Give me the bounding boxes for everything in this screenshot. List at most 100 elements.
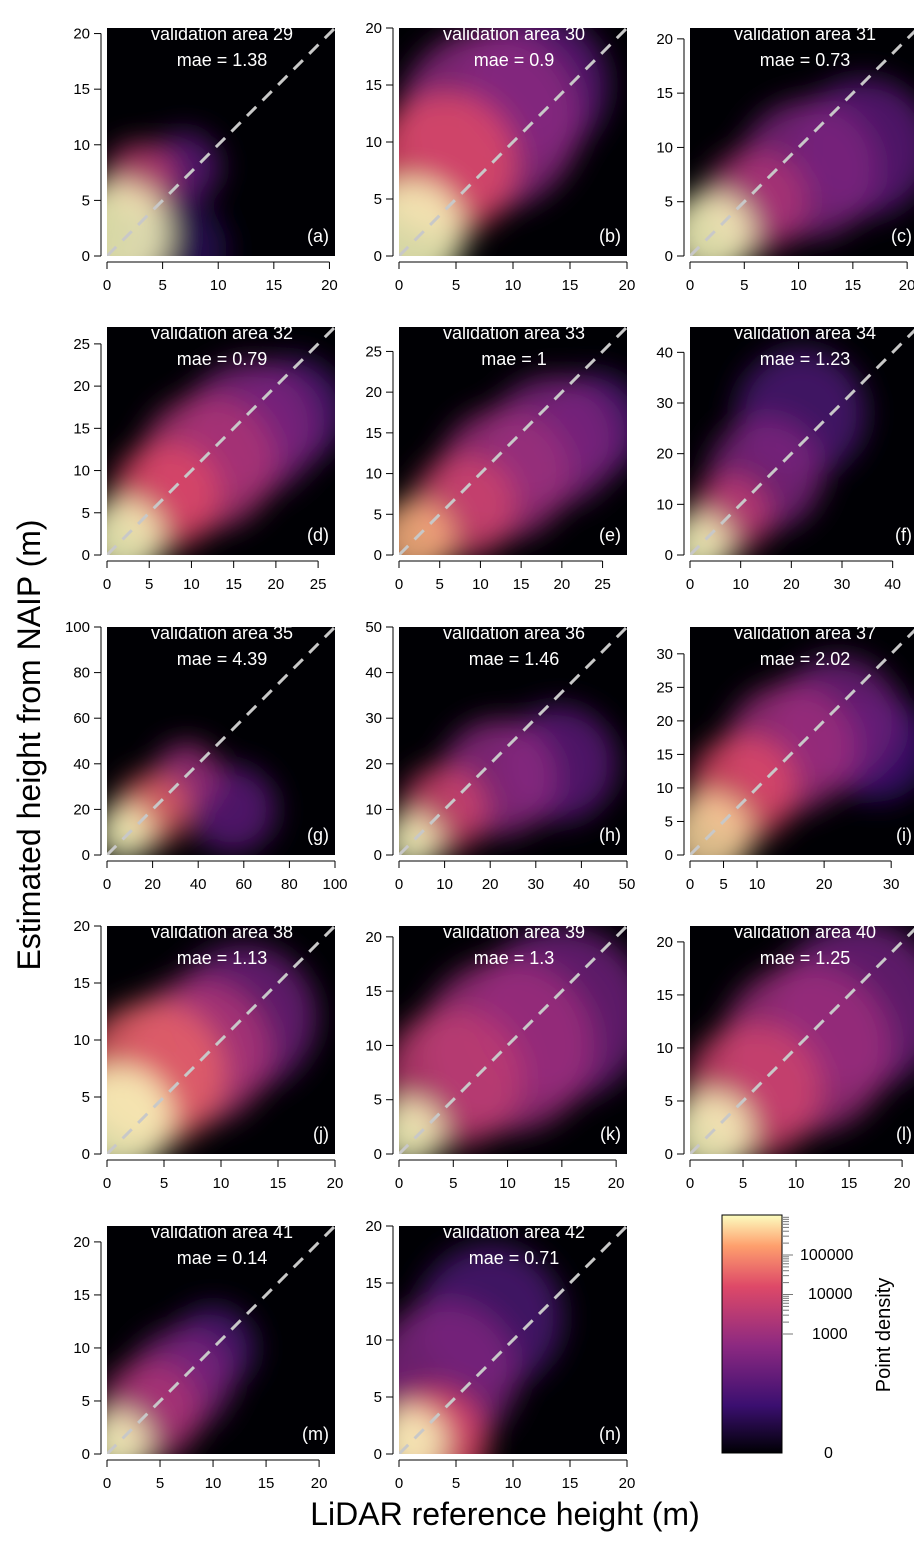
y-tick-label: 20 [73,801,90,818]
x-tick-label: 20 [311,1475,328,1492]
y-tick-label: 15 [656,987,673,1004]
y-tick-label: 20 [73,26,90,43]
x-tick-label: 20 [327,1175,344,1192]
x-tick-label: 20 [894,1175,911,1192]
y-tick-label: 5 [374,191,382,208]
y-tick-label: 25 [73,336,90,353]
density-blob [107,180,172,256]
x-tick-label: 5 [719,876,727,893]
x-tick-label: 5 [739,1175,747,1192]
x-tick-label: 5 [436,576,444,593]
panel-letter: (m) [302,1424,329,1444]
panel-letter: (h) [599,825,621,845]
reference-line [399,627,627,855]
x-tick-label: 5 [452,1475,460,1492]
panel-letter: (g) [307,825,329,845]
y-tick-label: 15 [365,77,382,94]
panel-title: validation area 41 [151,1222,293,1242]
y-tick-label: 10 [73,1032,90,1049]
x-tick-label: 5 [160,1175,168,1192]
y-tick-label: 10 [365,466,382,483]
x-tick-label: 15 [841,1175,858,1192]
x-tick-label: 5 [156,1475,164,1492]
x-tick-label: 15 [562,277,579,294]
density-plot [399,327,627,555]
colorbar: 100000 10000 1000 0 Point density [721,1214,895,1462]
mae-label: mae = 0.14 [177,1248,268,1268]
x-tick-label: 0 [395,876,403,893]
y-tick-label: 0 [374,1446,382,1463]
reference-line [107,327,335,555]
x-tick-label: 0 [686,277,694,294]
y-tick-label: 20 [656,446,673,463]
mae-label: mae = 4.39 [177,649,268,669]
x-tick-label: 30 [527,876,544,893]
y-tick-label: 10 [656,1040,673,1057]
x-axis: 0 5 10 15 20 25 [395,560,611,593]
y-tick-label: 25 [656,679,673,696]
y-tick-label: 10 [365,1037,382,1054]
x-tick-label: 20 [619,1475,636,1492]
y-tick-label: 20 [365,1218,382,1235]
x-tick-label: 5 [158,277,166,294]
y-axis: 0 20 40 60 80 100 [65,619,102,864]
x-axis: 0 5 10 20 30 [686,860,900,893]
x-tick-label: 20 [321,277,338,294]
density-blob [107,497,165,555]
y-tick-label: 10 [365,1332,382,1349]
panel-title: validation area 30 [443,24,585,44]
y-axis: 0 5 10 15 20 25 [73,336,102,564]
y-tick-label: 20 [365,756,382,773]
y-tick-label: 0 [82,248,90,265]
x-tick-label: 10 [213,1175,230,1192]
y-tick-label: 40 [73,756,90,773]
y-tick-label: 10 [365,134,382,151]
panel-n: 0 5 10 15 20 0 5 10 15 20 validation area 42 mae = … [365,1218,636,1492]
y-axis: 0 5 10 15 20 [365,20,394,265]
x-tick-label: 10 [732,576,749,593]
x-tick-label: 20 [608,1175,625,1192]
x-axis: 0 5 10 15 20 [686,261,914,294]
mae-label: mae = 1 [481,349,547,369]
y-axis: 0 5 10 15 20 [656,31,685,265]
x-tick-label: 20 [899,277,914,294]
y-tick-label: 10 [656,139,673,156]
x-tick-label: 5 [449,1175,457,1192]
y-tick-label: 60 [73,710,90,727]
mae-label: mae = 1.23 [760,349,851,369]
density-plot [399,1226,627,1454]
y-tick-label: 5 [665,194,673,211]
y-tick-label: 100 [65,619,90,636]
y-tick-label: 0 [374,248,382,265]
panel-title: validation area 42 [443,1222,585,1242]
y-tick-label: 10 [365,801,382,818]
x-tick-label: 0 [103,576,111,593]
mae-label: mae = 2.02 [760,649,851,669]
panel-k: 0 5 10 15 20 0 5 10 15 20 validation area 39 mae = … [365,922,627,1192]
panel-letter: (e) [599,525,621,545]
panel-h: 0 10 20 30 40 50 0 10 20 30 40 50 validation area 36… [365,619,635,893]
reference-line [399,28,627,256]
y-tick-label: 15 [73,1287,90,1304]
density-plot [107,627,335,855]
x-tick-label: 100 [322,876,347,893]
y-axis-title: Estimated height from NAIP (m) [11,519,47,970]
y-axis: 0 5 10 15 20 [365,1218,394,1463]
y-tick-label: 0 [665,248,673,265]
mae-label: mae = 1.38 [177,50,268,70]
y-tick-label: 0 [374,547,382,564]
y-tick-label: 15 [656,85,673,102]
density-plot [399,627,627,855]
density-plot [107,1226,335,1454]
y-tick-label: 5 [82,1089,90,1106]
density-field [399,926,627,1154]
y-tick-label: 0 [82,847,90,864]
x-tick-label: 0 [103,1175,111,1192]
reference-line [399,1226,627,1454]
density-plot [690,627,914,855]
panel-a: 0 5 10 15 20 0 5 10 15 20 validation area 29 mae = … [73,24,338,294]
x-tick-label: 0 [395,1475,403,1492]
colorbar-tick-label: 1000 [812,1326,848,1343]
x-tick-label: 15 [258,1475,275,1492]
y-axis: 0 5 10 15 20 25 30 [656,646,685,864]
